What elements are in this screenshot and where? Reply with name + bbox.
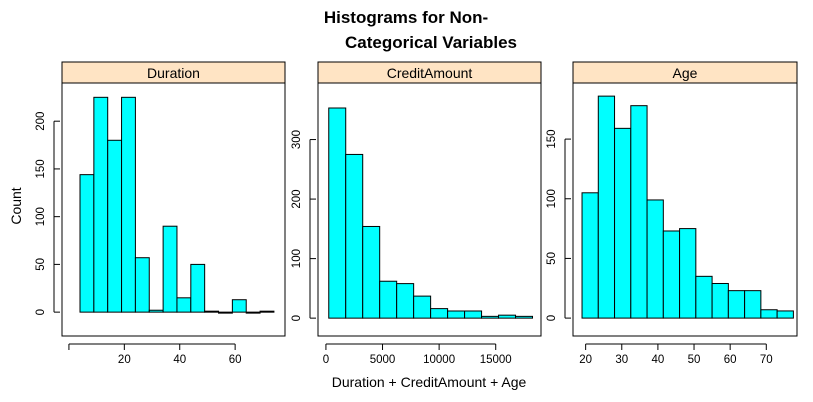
bar-duration-3 [121, 96, 136, 313]
x-tick-label-creditamount-3: 15000 [480, 354, 512, 366]
y-axis-label: Count [8, 187, 24, 224]
x-tick-label-duration-3: 60 [229, 354, 242, 366]
bar-duration-11 [231, 299, 247, 313]
y-tick-label-age-2: 100 [546, 189, 558, 208]
bar-age-2 [614, 127, 632, 319]
bar-duration-1 [93, 96, 109, 313]
x-tick-label-age-5: 70 [760, 354, 773, 366]
y-tick-label-creditamount-3: 300 [291, 130, 303, 149]
y-tick-label-age-1: 50 [546, 252, 558, 265]
x-tick-label-age-2: 40 [652, 354, 665, 366]
bar-duration-2 [107, 139, 123, 313]
bar-creditamount-1 [345, 153, 364, 319]
x-tick-label-age-3: 50 [688, 354, 701, 366]
bar-age-5 [662, 230, 681, 319]
y-tick-label-duration-2: 100 [35, 207, 47, 226]
bar-creditamount-7 [447, 310, 466, 319]
y-tick-label-duration-3: 150 [35, 159, 47, 178]
chart-title-line-2: Categorical Variables [345, 33, 517, 52]
bar-age-7 [695, 275, 713, 319]
y-tick-label-age-3: 150 [546, 129, 558, 148]
panel-frame-creditamount [317, 82, 542, 337]
panel-frame-duration [61, 82, 286, 337]
bar-age-6 [679, 228, 697, 319]
chart-title-line-1: Histograms for Non- [324, 8, 488, 27]
bar-duration-7 [176, 297, 192, 313]
x-tick-label-age-1: 30 [615, 354, 628, 366]
y-tick-label-creditamount-1: 100 [291, 249, 303, 268]
y-tick-label-age-0: 0 [546, 315, 558, 321]
bar-creditamount-5 [413, 295, 432, 319]
bar-duration-13 [259, 310, 275, 313]
bar-duration-12 [245, 311, 261, 314]
bar-creditamount-4 [396, 283, 415, 319]
bar-age-8 [711, 282, 729, 319]
bar-age-0 [581, 192, 599, 319]
bar-age-10 [744, 290, 762, 319]
x-tick-label-creditamount-1: 5000 [370, 354, 396, 366]
bar-age-4 [646, 199, 664, 319]
x-tick-label-creditamount-0: 0 [323, 354, 329, 366]
bar-duration-4 [134, 257, 150, 313]
bar-age-3 [630, 105, 648, 319]
bar-duration-10 [218, 311, 233, 314]
bar-duration-0 [79, 174, 95, 313]
bar-duration-6 [162, 225, 178, 313]
x-tick-label-age-4: 60 [724, 354, 737, 366]
bar-duration-8 [190, 263, 206, 313]
bar-creditamount-6 [430, 308, 449, 319]
x-tick-label-age-0: 20 [579, 354, 592, 366]
bar-age-11 [760, 309, 778, 319]
y-tick-label-duration-4: 200 [35, 112, 47, 131]
bar-creditamount-8 [464, 310, 483, 319]
bar-duration-9 [204, 310, 220, 313]
y-tick-label-duration-0: 0 [35, 309, 47, 315]
x-tick-label-duration-1: 20 [118, 354, 131, 366]
x-tick-label-creditamount-2: 10000 [423, 354, 455, 366]
strip-label-age: Age [673, 65, 698, 81]
bar-creditamount-2 [362, 225, 381, 319]
bar-creditamount-9 [481, 315, 500, 319]
bar-creditamount-10 [498, 314, 517, 319]
x-axis-label: Duration + CreditAmount + Age [332, 374, 527, 390]
strip-label-creditamount: CreditAmount [387, 65, 473, 81]
x-tick-label-duration-2: 40 [173, 354, 186, 366]
strip-label-duration: Duration [147, 65, 200, 81]
y-tick-label-creditamount-2: 200 [291, 189, 303, 208]
bar-age-12 [776, 310, 794, 319]
bar-age-9 [727, 290, 746, 319]
y-tick-label-duration-1: 50 [35, 258, 47, 271]
y-tick-label-creditamount-0: 0 [291, 315, 303, 321]
bar-age-1 [597, 95, 616, 319]
bar-duration-5 [148, 309, 164, 313]
bar-creditamount-0 [328, 107, 347, 319]
bar-creditamount-11 [515, 315, 534, 319]
panel-frame-age [572, 82, 798, 337]
bar-creditamount-3 [379, 280, 398, 319]
